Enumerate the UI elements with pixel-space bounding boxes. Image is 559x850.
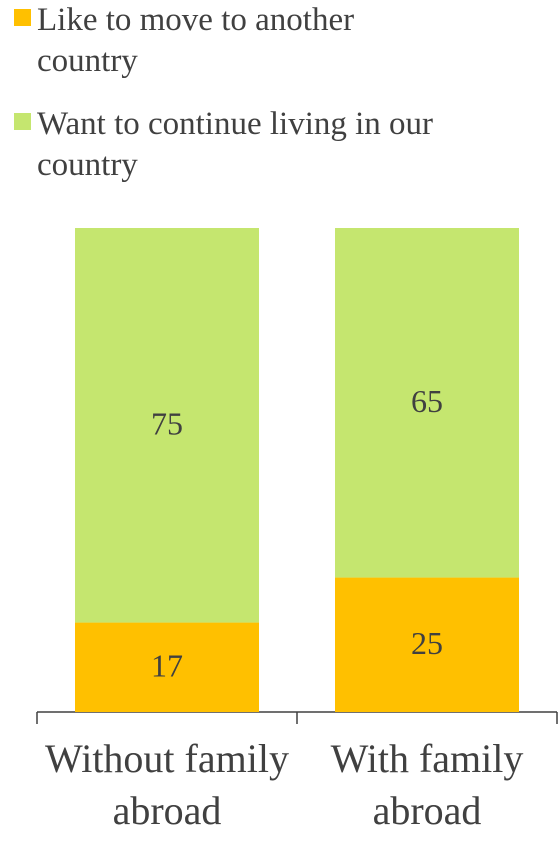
bar-segment — [335, 228, 519, 578]
data-label: 17 — [151, 648, 183, 684]
bar-segment — [335, 577, 519, 712]
legend-swatch — [14, 9, 31, 26]
legend-swatch — [14, 113, 31, 130]
data-label: 75 — [151, 406, 183, 442]
legend-item: Like to move to another country — [0, 0, 457, 82]
bar-segment — [75, 622, 259, 712]
x-tick-label: Without family abroad — [45, 736, 289, 833]
data-label: 65 — [411, 383, 443, 419]
x-tick-label: With family abroad — [330, 736, 524, 833]
legend-label: Like to move to another country — [37, 2, 355, 79]
bar-segment — [75, 228, 259, 623]
data-label: 25 — [411, 625, 443, 661]
legend-item: Want to continue living in our country — [0, 104, 457, 186]
legend-label: Want to continue living in our country — [37, 106, 434, 183]
